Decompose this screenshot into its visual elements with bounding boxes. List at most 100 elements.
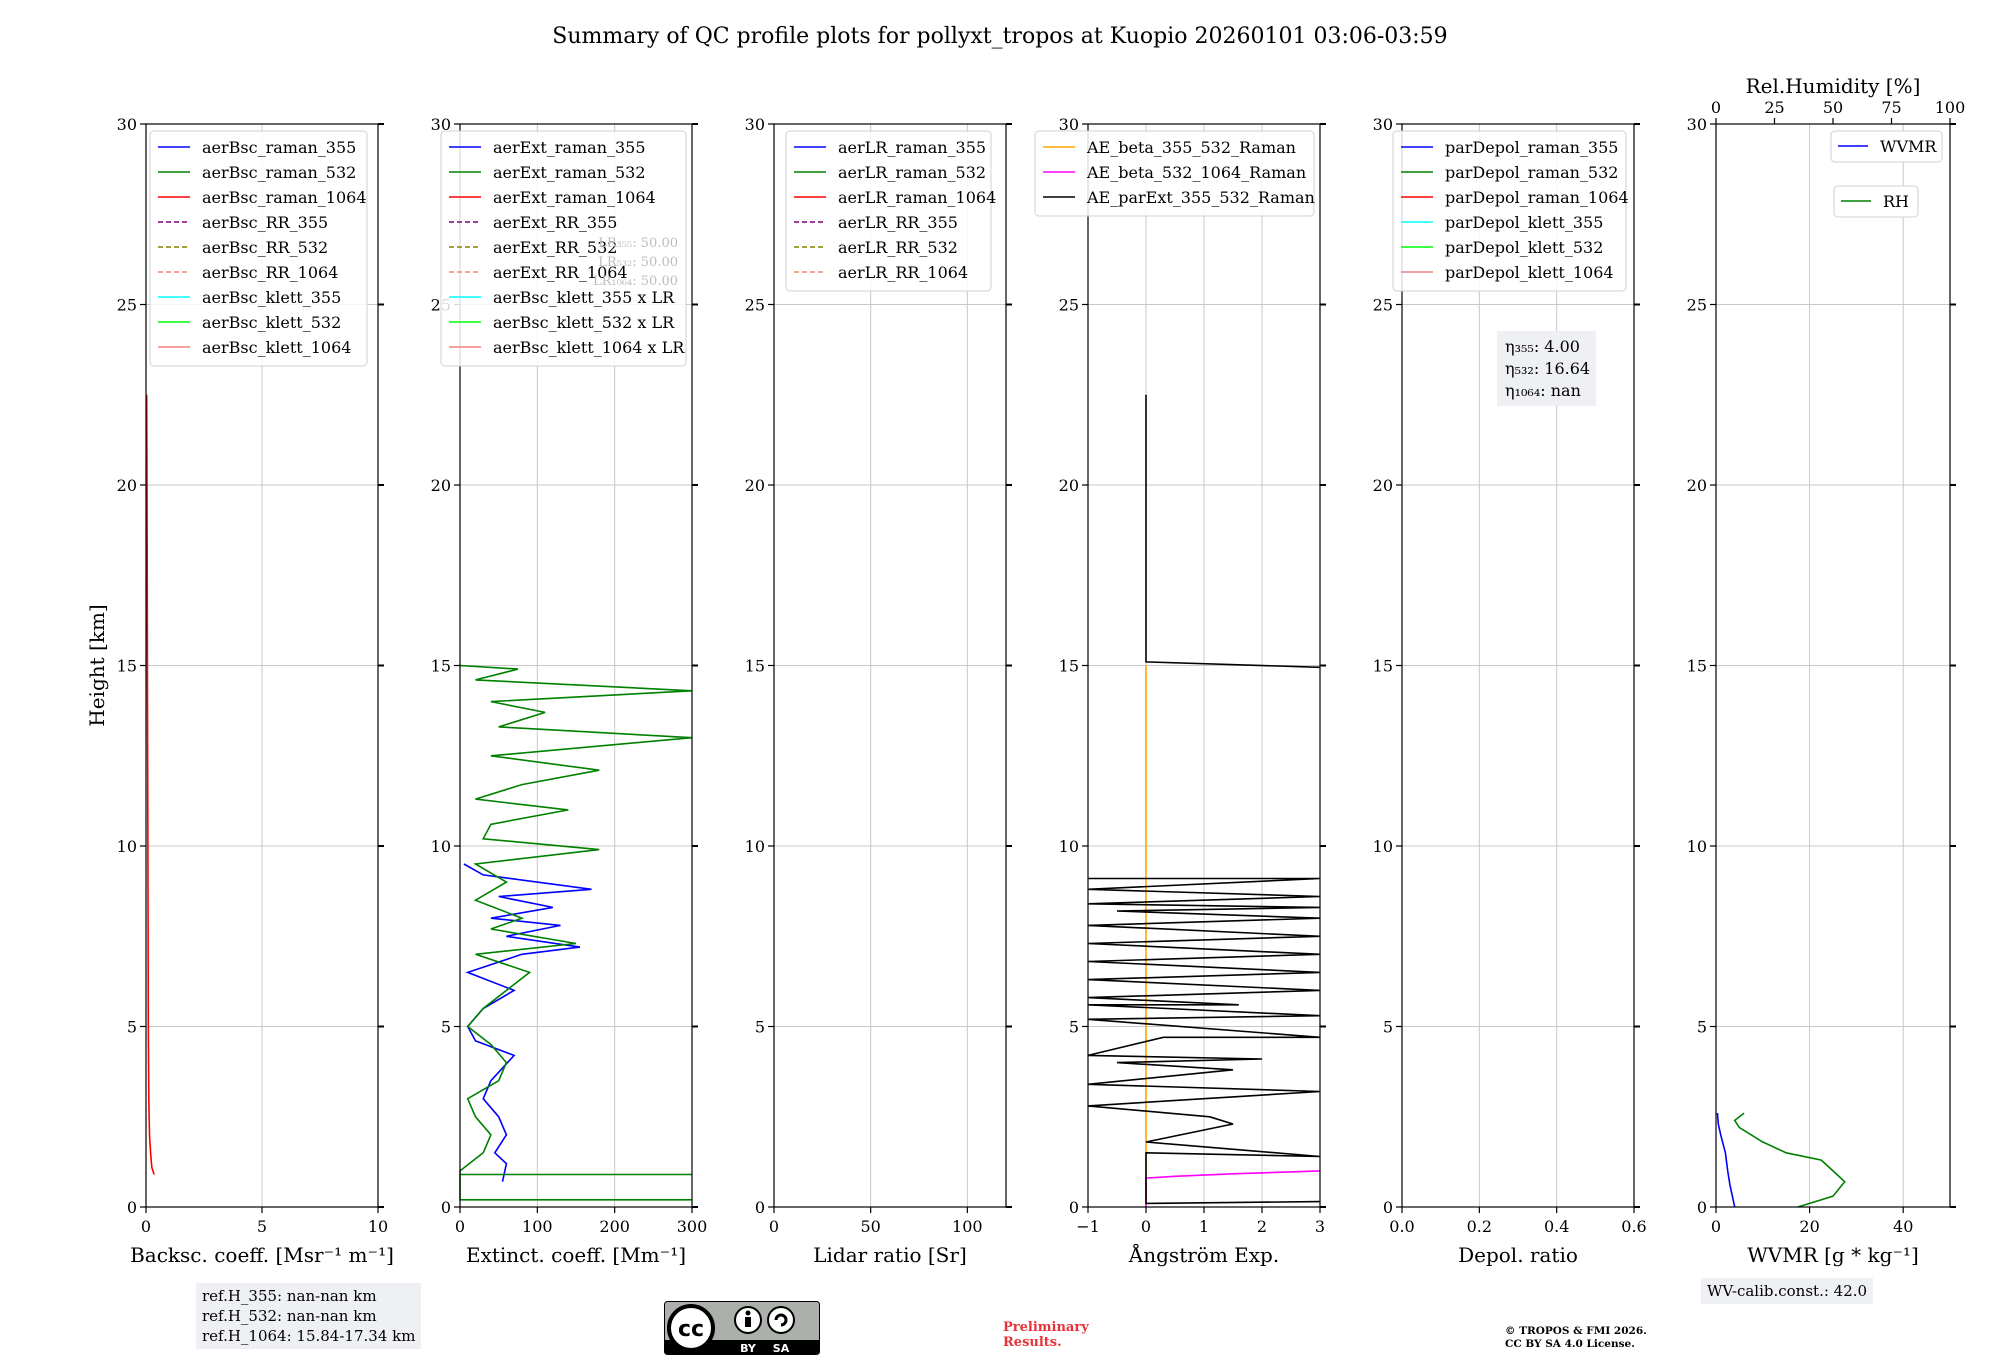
ref-height-532: ref.H_532: nan-nan km [202, 1307, 377, 1325]
legend: AE_beta_355_532_Raman AE_beta_532_1064_Ra… [1034, 130, 1315, 217]
legend-label: aerLR_RR_355 [838, 213, 958, 232]
x-tick-label: 10 [368, 1217, 388, 1236]
eta-value: η₁₀₆₄: nan [1505, 381, 1581, 400]
x-tick-label: 0 [769, 1217, 779, 1236]
lidar-ratio-annotation: LR₁₀₆₄: 50.00 [593, 274, 678, 289]
legend-box-rh [1833, 185, 1919, 218]
x-axis-label: WVMR [g * kg⁻¹] [1747, 1243, 1919, 1267]
series-aerExt_raman_355 [463, 863, 592, 1182]
y-tick-label: 15 [1687, 657, 1707, 676]
x2-axis-label: Rel.Humidity [%] [1746, 74, 1921, 98]
wv-calib-text: WV-calib.const.: 42.0 [1707, 1282, 1868, 1300]
legend: parDepol_raman_355 parDepol_raman_532 parD… [1392, 130, 1629, 292]
legend: aerExt_raman_355 aerExt_raman_532 aerExt_r… [440, 130, 687, 367]
x-tick-label: 0.4 [1544, 1217, 1569, 1236]
svg-text:SA: SA [773, 1342, 790, 1355]
legend: WVMR RH [1830, 130, 1943, 218]
panel-backscatter: 0 5 10 15 20 25 30 0 5 10 Backsc. coeff. [Msr⁻¹ m⁻… [85, 115, 394, 1267]
x-tick-label: 0 [1711, 1217, 1721, 1236]
x-tick-label: 0.2 [1467, 1217, 1492, 1236]
y-tick-label: 20 [1687, 476, 1707, 495]
x-tick-label: 0 [141, 1217, 151, 1236]
legend-label: aerLR_raman_355 [838, 138, 986, 157]
ref-height-355: ref.H_355: nan-nan km [202, 1287, 377, 1305]
preliminary-line-2: Results. [1003, 1335, 1062, 1350]
y-tick-label: 10 [1687, 837, 1707, 856]
y-tick-label: 30 [1373, 115, 1393, 134]
y-tick-label: 0 [441, 1198, 451, 1217]
y-tick-label: 0 [755, 1198, 765, 1217]
legend-label: AE_beta_355_532_Raman [1086, 138, 1296, 157]
x-tick-label: 20 [1799, 1217, 1819, 1236]
legend-label: aerLR_RR_532 [838, 238, 958, 257]
y-tick-label: 5 [1697, 1018, 1707, 1037]
y-tick-label: 10 [117, 837, 137, 856]
y-tick-label: 25 [1059, 296, 1079, 315]
x-tick-label: 3 [1315, 1217, 1325, 1236]
x-tick-label: 0.0 [1389, 1217, 1414, 1236]
x-tick-label: 0 [455, 1217, 465, 1236]
eta-value: η₅₃₂: 16.64 [1505, 359, 1590, 378]
x-tick-label: 5 [257, 1217, 267, 1236]
x-tick-label: 2 [1257, 1217, 1267, 1236]
y-tick-label: 30 [1687, 115, 1707, 134]
y-tick-label: 30 [117, 115, 137, 134]
x-tick-label: 100 [522, 1217, 553, 1236]
legend-label: aerExt_RR_1064 [493, 263, 628, 282]
legend-label: aerBsc_RR_1064 [202, 263, 338, 282]
legend-label: aerExt_raman_355 [493, 138, 646, 157]
y-tick-label: 10 [431, 837, 451, 856]
legend-label: parDepol_raman_532 [1445, 163, 1618, 182]
x-tick-label: 1 [1199, 1217, 1209, 1236]
legend-label: aerBsc_RR_532 [202, 238, 328, 257]
lidar-ratio-annotation: LR₃₅₅: 50.00 [598, 236, 678, 251]
legend-label: AE_beta_532_1064_Raman [1086, 163, 1306, 182]
legend-box [1392, 130, 1627, 292]
eta-box [1497, 331, 1596, 406]
preliminary-line-1: Preliminary [1003, 1320, 1089, 1335]
panel-lidar-ratio: 0 5 10 15 20 25 30 0 50 100 Lidar ratio [Sr] aerLR_… [745, 115, 1012, 1267]
y-tick-label: 5 [441, 1018, 451, 1037]
legend-label: aerBsc_klett_1064 x LR [493, 338, 685, 357]
y-tick-label: 15 [1373, 657, 1393, 676]
series-aerExt_raman_532 [459, 664, 693, 1201]
x-axis-label: Extinct. coeff. [Mm⁻¹] [466, 1243, 686, 1267]
y-tick-label: 10 [745, 837, 765, 856]
legend-label: aerBsc_RR_355 [202, 213, 328, 232]
legend-label: parDepol_raman_1064 [1445, 188, 1629, 207]
legend-box [149, 130, 368, 367]
y-tick-label: 20 [117, 476, 137, 495]
x-tick-label: 0 [1141, 1217, 1151, 1236]
legend-label: aerLR_raman_1064 [838, 188, 996, 207]
legend-label: aerBsc_klett_1064 [202, 338, 351, 357]
x2-tick-label: 25 [1764, 98, 1784, 117]
y-tick-label: 25 [1373, 296, 1393, 315]
x-axis-label: Depol. ratio [1458, 1243, 1578, 1267]
legend-label: aerBsc_klett_355 [202, 288, 341, 307]
y-tick-label: 10 [1373, 837, 1393, 856]
y-tick-label: 0 [127, 1198, 137, 1217]
x-tick-label: −1 [1076, 1217, 1100, 1236]
legend-label: aerExt_raman_1064 [493, 188, 656, 207]
legend-label: parDepol_klett_355 [1445, 213, 1603, 232]
legend: aerBsc_raman_355 aerBsc_raman_532 aerBsc_r… [149, 130, 368, 367]
y-tick-label: 15 [117, 657, 137, 676]
x-axis-label: Ångström Exp. [1128, 1242, 1279, 1267]
y-tick-label: 25 [117, 296, 137, 315]
legend-label: aerExt_raman_532 [493, 163, 646, 182]
y-tick-label: 25 [1687, 296, 1707, 315]
y-tick-label: 10 [1059, 837, 1079, 856]
legend-label: RH [1883, 192, 1909, 211]
legend-label: parDepol_raman_355 [1445, 138, 1618, 157]
panel-extinction: 0510152025300100200300Extinct. coeff. [M… [431, 115, 708, 1267]
series-aerBsc_raman_1064 [145, 394, 155, 1175]
lidar-ratio-annotation: LR₅₃₂: 50.00 [598, 255, 678, 270]
legend-label: aerLR_raman_532 [838, 163, 986, 182]
y-tick-label: 20 [745, 476, 765, 495]
y-tick-label: 5 [1383, 1018, 1393, 1037]
eta-annotation-box: η₃₅₅: 4.00 η₅₃₂: 16.64 η₁₀₆₄: nan [1497, 331, 1596, 406]
legend-label: aerBsc_raman_532 [202, 163, 356, 182]
